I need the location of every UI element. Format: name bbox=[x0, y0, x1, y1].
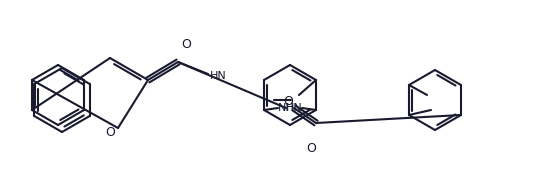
Text: HN: HN bbox=[286, 103, 302, 113]
Text: O: O bbox=[306, 142, 316, 156]
Text: O: O bbox=[181, 38, 191, 51]
Text: O: O bbox=[283, 95, 293, 108]
Text: O: O bbox=[105, 125, 115, 139]
Text: HN: HN bbox=[210, 71, 226, 81]
Text: NH: NH bbox=[278, 103, 294, 113]
